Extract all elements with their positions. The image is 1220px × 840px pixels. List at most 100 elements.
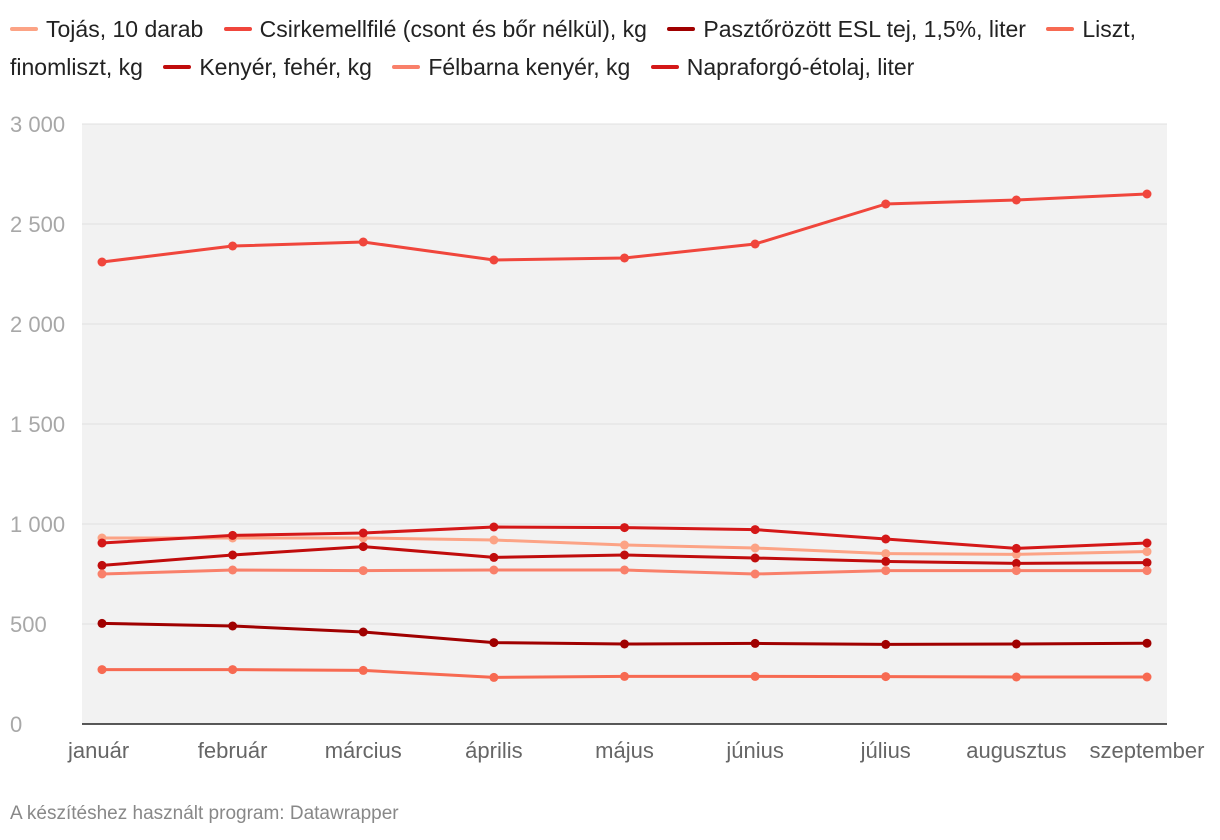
data-point bbox=[97, 569, 107, 579]
series-2 bbox=[97, 618, 1152, 649]
y-tick-label: 2 500 bbox=[10, 212, 65, 237]
data-point bbox=[228, 241, 238, 251]
data-point bbox=[97, 538, 107, 548]
data-point bbox=[881, 672, 891, 682]
footer-credit: A készítéshez használt program: Datawrap… bbox=[10, 803, 399, 824]
x-tick-label: május bbox=[595, 738, 654, 763]
legend-swatch bbox=[392, 64, 421, 69]
data-point bbox=[750, 638, 760, 648]
legend-label: Napraforgó-étolaj, liter bbox=[686, 54, 915, 80]
data-point bbox=[228, 530, 238, 540]
data-point bbox=[620, 550, 629, 560]
legend-item-felbarna-kenyer: Félbarna kenyér, kg bbox=[392, 54, 644, 80]
data-point bbox=[97, 665, 107, 675]
data-point bbox=[620, 540, 629, 550]
y-tick-label: 0 bbox=[10, 712, 22, 737]
x-tick-label: március bbox=[325, 738, 402, 763]
data-point bbox=[358, 566, 368, 576]
series-5 bbox=[97, 565, 1152, 579]
data-point bbox=[489, 638, 499, 648]
legend-swatch bbox=[1046, 26, 1075, 31]
x-tick-label: szeptember bbox=[1090, 738, 1205, 763]
data-point bbox=[358, 665, 368, 675]
series-1 bbox=[97, 189, 1152, 267]
legend-item-tojas: Tojás, 10 darab bbox=[10, 16, 217, 42]
data-point bbox=[358, 528, 368, 538]
data-point bbox=[228, 565, 238, 575]
legend-item-tej: Pasztőrözött ESL tej, 1,5%, liter bbox=[667, 16, 1040, 42]
legend-label: Tojás, 10 darab bbox=[46, 16, 204, 42]
legend-swatch bbox=[667, 26, 696, 31]
series-layer bbox=[97, 189, 1152, 682]
data-point bbox=[1011, 195, 1021, 205]
data-point bbox=[881, 534, 891, 544]
data-point bbox=[881, 566, 891, 576]
y-tick-label: 2 000 bbox=[10, 312, 65, 337]
line-chart: 0 500 1 000 1 500 2 000 2 500 3 000 január febru… bbox=[10, 112, 1204, 763]
data-point bbox=[620, 253, 629, 263]
data-point bbox=[489, 535, 499, 545]
data-point bbox=[489, 522, 499, 532]
data-point bbox=[97, 560, 107, 570]
x-tick-label: június bbox=[725, 738, 783, 763]
legend-swatch bbox=[650, 64, 679, 69]
data-point bbox=[1142, 538, 1152, 548]
data-point bbox=[1142, 638, 1152, 648]
data-point bbox=[750, 525, 760, 535]
data-point bbox=[1011, 566, 1021, 576]
data-point bbox=[1011, 543, 1021, 553]
data-point bbox=[750, 671, 760, 681]
x-tick-label: február bbox=[198, 738, 268, 763]
data-point bbox=[97, 257, 107, 267]
data-point bbox=[1142, 547, 1152, 557]
data-point bbox=[1142, 566, 1152, 576]
data-point bbox=[358, 627, 368, 637]
data-point bbox=[1011, 558, 1021, 568]
data-point bbox=[228, 550, 238, 560]
series-6 bbox=[97, 522, 1152, 553]
data-point bbox=[750, 239, 760, 249]
data-point bbox=[358, 237, 368, 247]
x-tick-label: augusztus bbox=[966, 738, 1066, 763]
y-tick-label: 1 000 bbox=[10, 512, 65, 537]
legend-item-kenyer-feher: Kenyér, fehér, kg bbox=[163, 54, 386, 80]
data-point bbox=[228, 621, 238, 631]
data-point bbox=[750, 543, 760, 553]
grid-lines bbox=[82, 123, 1167, 625]
data-point bbox=[620, 565, 629, 575]
data-point bbox=[228, 665, 238, 675]
data-point bbox=[1142, 672, 1152, 682]
data-point bbox=[97, 618, 107, 628]
data-point bbox=[750, 553, 760, 563]
axis-layer: 0 500 1 000 1 500 2 000 2 500 3 000 január febru… bbox=[10, 112, 1204, 763]
legend-item-csirkemellfile: Csirkemellfilé (csont és bőr nélkül), kg bbox=[223, 16, 661, 42]
y-tick-label: 1 500 bbox=[10, 412, 65, 437]
series-4 bbox=[97, 542, 1152, 570]
x-tick-label: július bbox=[860, 738, 911, 763]
data-point bbox=[750, 569, 760, 579]
legend-label: Félbarna kenyér, kg bbox=[428, 54, 631, 80]
data-point bbox=[881, 199, 891, 209]
legend-swatch bbox=[10, 26, 38, 31]
data-point bbox=[489, 565, 499, 575]
data-point bbox=[1011, 672, 1021, 682]
data-point bbox=[489, 672, 499, 682]
data-point bbox=[489, 255, 499, 265]
legend-label: Csirkemellfilé (csont és bőr nélkül), kg bbox=[259, 16, 647, 42]
x-tick-label: január bbox=[67, 738, 129, 763]
y-tick-label: 500 bbox=[10, 612, 47, 637]
legend-item-liszt: Liszt, finomliszt, kg bbox=[10, 16, 1136, 80]
legend-swatch bbox=[223, 26, 252, 31]
data-point bbox=[620, 523, 629, 533]
legend-item-etolaj: Napraforgó-étolaj, liter bbox=[650, 54, 929, 80]
data-point bbox=[1142, 558, 1152, 568]
data-point bbox=[489, 552, 499, 562]
data-point bbox=[881, 639, 891, 649]
legend-swatch bbox=[163, 64, 192, 69]
data-point bbox=[1142, 189, 1152, 199]
data-point bbox=[881, 549, 891, 559]
series-3 bbox=[97, 665, 1152, 682]
x-tick-label: április bbox=[465, 738, 522, 763]
y-tick-label: 3 000 bbox=[10, 112, 65, 137]
data-point bbox=[881, 556, 891, 566]
